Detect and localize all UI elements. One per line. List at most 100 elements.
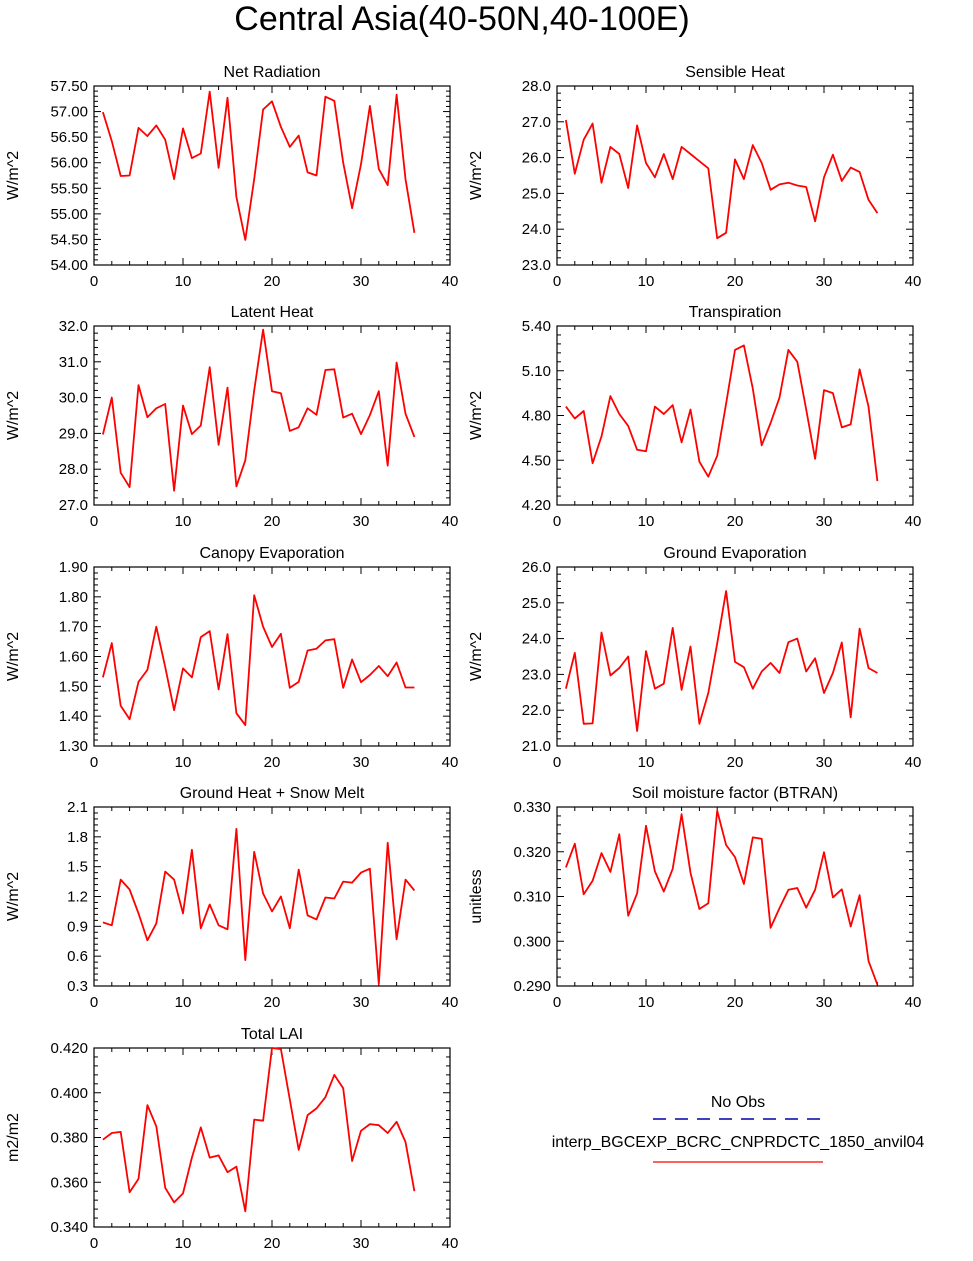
y-tick-label: 57.50 [50, 78, 88, 95]
x-tick-label: 40 [442, 513, 459, 530]
panel-transpiration: Transpiration W/m^2 0 10 20 30 40 4.20 4.50 4.80 5… [468, 304, 921, 530]
y-tick-label: 29.0 [59, 425, 88, 442]
y-tick-label: 0.6 [67, 948, 88, 965]
y-tick-label: 55.50 [50, 180, 88, 197]
x-tick-label: 40 [905, 754, 922, 771]
x-tick-label: 30 [353, 513, 370, 530]
legend-label-no-obs: No Obs [711, 1094, 765, 1111]
y-tick-label: 28.0 [522, 78, 551, 95]
series-line [565, 590, 878, 732]
y-tick-label: 27.0 [59, 497, 88, 514]
x-tick-label: 40 [905, 273, 922, 290]
x-tick-label: 20 [727, 273, 744, 290]
y-tick-label: 1.90 [59, 559, 88, 576]
panel-soil-moisture-factor-btran: Soil moisture factor (BTRAN) unitless 0 10 2… [468, 785, 921, 1011]
x-tick-label: 0 [90, 994, 98, 1011]
panel-net-radiation: Net Radiation W/m^2 0 10 20 30 40 54.00 54.50 55.… [5, 64, 458, 290]
panel-ground-heat-snow-melt: Ground Heat + Snow Melt W/m^2 0 10 20 30 40 0.3… [5, 785, 458, 1011]
legend: No Obs interp_BGCEXP_BCRC_CNPRDCTC_1850_… [552, 1094, 925, 1163]
y-tick-label: 0.400 [50, 1085, 88, 1102]
y-axis-label: m2/m2 [5, 1113, 22, 1162]
x-tick-label: 20 [727, 754, 744, 771]
series-line [102, 594, 415, 726]
x-tick-label: 20 [264, 754, 281, 771]
y-tick-label: 1.60 [59, 649, 88, 666]
x-tick-label: 0 [90, 1235, 98, 1252]
panel-title: Canopy Evaporation [200, 545, 345, 562]
panel-title: Net Radiation [224, 64, 321, 81]
y-tick-label: 1.50 [59, 678, 88, 695]
y-tick-label: 0.360 [50, 1174, 88, 1191]
y-tick-label: 1.30 [59, 738, 88, 755]
x-tick-label: 40 [442, 273, 459, 290]
y-tick-label: 5.10 [522, 363, 551, 380]
panel-title: Ground Heat + Snow Melt [180, 785, 365, 802]
y-tick-label: 1.2 [67, 889, 88, 906]
x-tick-label: 40 [905, 994, 922, 1011]
y-tick-label: 23.0 [522, 257, 551, 274]
y-tick-label: 56.00 [50, 155, 88, 172]
x-tick-label: 20 [727, 994, 744, 1011]
x-tick-label: 20 [264, 994, 281, 1011]
y-tick-label: 27.0 [522, 114, 551, 131]
y-tick-label: 26.0 [522, 559, 551, 576]
y-tick-label: 23.0 [522, 666, 551, 683]
x-tick-label: 10 [175, 513, 192, 530]
x-tick-label: 0 [553, 994, 561, 1011]
y-tick-label: 31.0 [59, 354, 88, 371]
x-tick-label: 10 [638, 273, 655, 290]
y-tick-label: 0.9 [67, 918, 88, 935]
y-tick-label: 57.00 [50, 104, 88, 121]
x-tick-label: 10 [638, 754, 655, 771]
x-tick-label: 40 [442, 994, 459, 1011]
panel-canopy-evaporation: Canopy Evaporation W/m^2 0 10 20 30 40 1.30 1.40… [5, 545, 458, 771]
y-tick-label: 30.0 [59, 390, 88, 407]
x-tick-label: 0 [553, 754, 561, 771]
y-tick-label: 0.3 [67, 978, 88, 995]
figure-title: Central Asia(40-50N,40-100E) [234, 0, 689, 38]
x-tick-label: 0 [553, 513, 561, 530]
y-tick-label: 25.0 [522, 595, 551, 612]
panel-title: Latent Heat [231, 304, 314, 321]
x-tick-label: 30 [816, 513, 833, 530]
y-tick-label: 32.0 [59, 318, 88, 335]
y-tick-label: 1.8 [67, 829, 88, 846]
y-tick-label: 55.00 [50, 206, 88, 223]
y-axis-label: W/m^2 [5, 632, 22, 681]
y-tick-label: 0.380 [50, 1130, 88, 1147]
y-axis-label: unitless [468, 869, 485, 923]
y-tick-label: 26.0 [522, 150, 551, 167]
y-tick-label: 0.300 [513, 933, 551, 950]
x-tick-label: 10 [638, 994, 655, 1011]
y-tick-label: 0.320 [513, 844, 551, 861]
x-tick-label: 10 [175, 754, 192, 771]
panel-title: Transpiration [689, 304, 782, 321]
x-tick-label: 30 [353, 1235, 370, 1252]
x-tick-label: 10 [638, 513, 655, 530]
y-tick-label: 2.1 [67, 799, 88, 816]
y-axis-label: W/m^2 [5, 872, 22, 921]
x-tick-label: 30 [816, 754, 833, 771]
y-tick-label: 54.50 [50, 231, 88, 248]
series-line [102, 828, 416, 985]
x-tick-label: 30 [816, 273, 833, 290]
panel-title: Soil moisture factor (BTRAN) [632, 785, 838, 802]
y-axis-label: W/m^2 [468, 391, 485, 440]
panels: Net Radiation W/m^2 0 10 20 30 40 54.00 54.50 55.… [5, 64, 921, 1252]
series-line [565, 119, 879, 240]
y-tick-label: 1.40 [59, 708, 88, 725]
y-tick-label: 4.80 [522, 408, 551, 425]
x-tick-label: 40 [442, 1235, 459, 1252]
legend-label-model: interp_BGCEXP_BCRC_CNPRDCTC_1850_anvil04 [552, 1134, 925, 1151]
y-tick-label: 24.0 [522, 631, 551, 648]
y-axis-label: W/m^2 [468, 632, 485, 681]
y-tick-label: 0.340 [50, 1219, 88, 1236]
y-tick-label: 21.0 [522, 738, 551, 755]
x-tick-label: 20 [727, 513, 744, 530]
y-tick-label: 4.50 [522, 452, 551, 469]
y-tick-label: 0.290 [513, 978, 551, 995]
x-tick-label: 30 [353, 273, 370, 290]
panel-title: Sensible Heat [685, 64, 785, 81]
x-tick-label: 20 [264, 513, 281, 530]
